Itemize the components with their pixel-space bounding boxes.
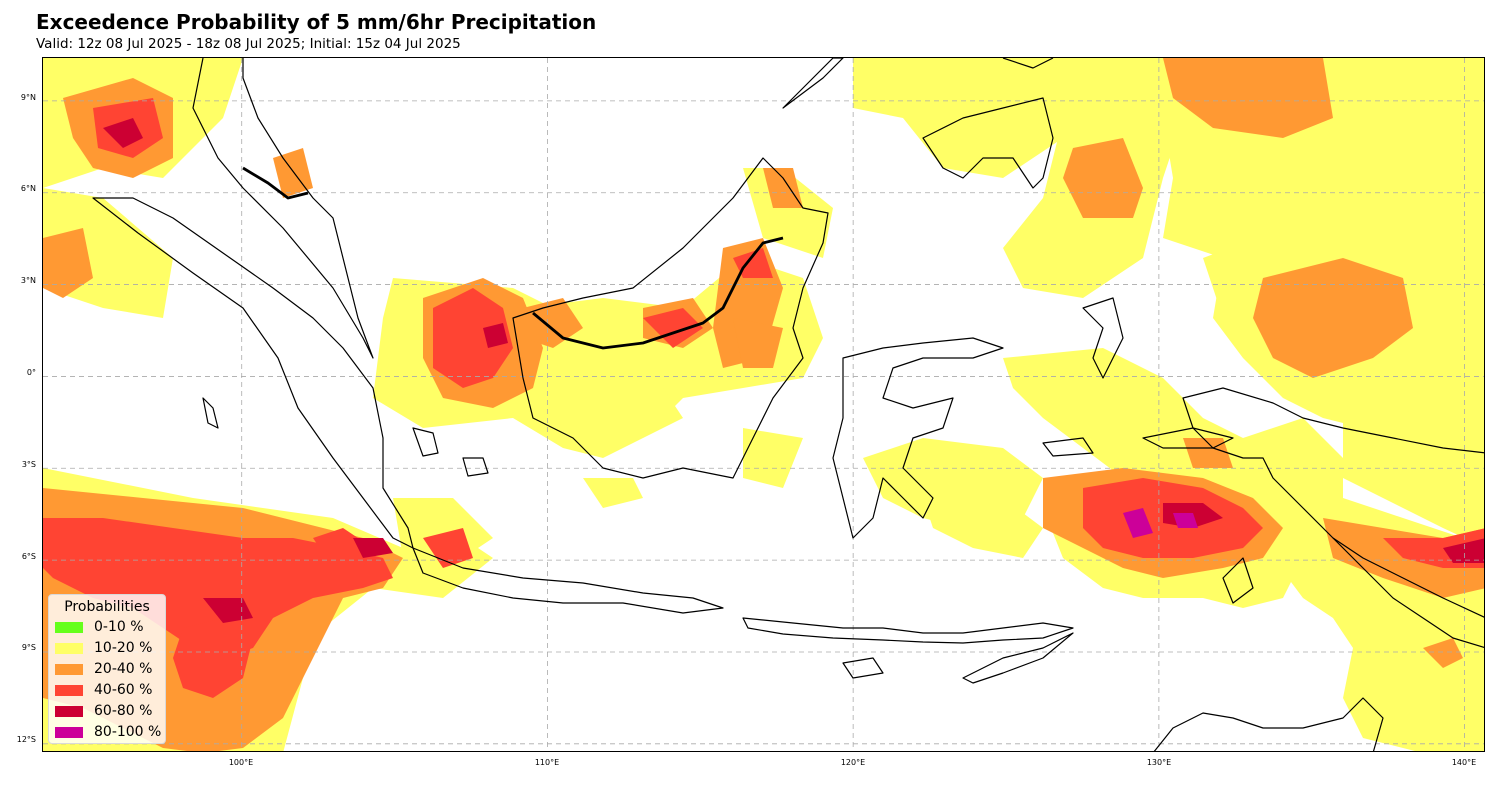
malaysia-indonesia-border-borneo [532, 236, 784, 350]
tanimbar-coast [1222, 557, 1254, 604]
map-subtitle: Valid: 12z 08 Jul 2025 - 18z 08 Jul 2025… [36, 36, 461, 52]
legend-swatch [55, 664, 83, 675]
malaysia-thailand-border [242, 166, 309, 200]
seram-coast [1142, 427, 1234, 449]
legend-swatch [55, 685, 83, 696]
belitung-coast [462, 457, 489, 477]
legend-label: 10-20 % [94, 640, 153, 656]
borneo-coast [512, 157, 829, 479]
precipitation-map [43, 58, 1484, 751]
buru-coast [1042, 437, 1094, 457]
sulawesi-coast [832, 337, 1004, 539]
south-new-guinea-coast [1332, 537, 1484, 649]
legend-label: 60-80 % [94, 703, 153, 719]
new-guinea-coast [1182, 387, 1484, 618]
visayas-coast [1002, 58, 1054, 69]
legend-swatch [55, 643, 83, 654]
legend: Probabilities 0-10 % 10-20 % 20-40 % 40-… [48, 594, 166, 744]
lesser-sunda-coast [742, 617, 1074, 644]
malay-peninsula-coast [192, 58, 374, 359]
map-title: Exceedence Probability of 5 mm/6hr Preci… [36, 10, 597, 34]
sumba-coast [842, 657, 884, 679]
halmahera-coast [1082, 297, 1124, 379]
legend-label: 40-60 % [94, 682, 153, 698]
lat-label: 9°S [21, 643, 36, 652]
lat-label: 3°N [20, 276, 36, 285]
lon-label: 130°E [1146, 758, 1172, 767]
mindanao-coast [922, 97, 1054, 189]
lat-label: 3°S [21, 460, 36, 469]
australia-north-coast [1153, 697, 1384, 751]
map-panel [42, 57, 1485, 752]
legend-swatch [55, 727, 83, 738]
legend-title: Probabilities [64, 599, 150, 615]
lon-label: 120°E [840, 758, 866, 767]
philippines-coast [782, 58, 844, 109]
legend-swatch [55, 622, 83, 633]
sumatra-coast [92, 197, 414, 549]
lat-label: 12°S [16, 735, 36, 744]
java-coast [412, 547, 724, 614]
bangka-coast [412, 427, 439, 457]
borneo-border [242, 166, 784, 350]
lat-label: 9°N [20, 93, 36, 102]
lat-label: 0° [26, 368, 36, 377]
mentawai-coast [202, 397, 219, 429]
legend-label: 80-100 % [94, 724, 162, 740]
prob-60-80-areas [103, 118, 1484, 623]
lon-label: 140°E [1451, 758, 1477, 767]
lat-label: 6°N [20, 184, 36, 193]
lon-label: 100°E [228, 758, 254, 767]
map-gridlines [43, 58, 1484, 751]
legend-label: 0-10 % [94, 619, 144, 635]
lat-label: 6°S [21, 552, 36, 561]
legend-label: 20-40 % [94, 661, 153, 677]
timor-coast [962, 632, 1074, 684]
prob-40-60-areas [43, 98, 1484, 698]
lon-label: 110°E [534, 758, 560, 767]
legend-swatch [55, 706, 83, 717]
prob-80-100-areas [1123, 508, 1198, 538]
precipitation-probability-layer [43, 58, 1484, 751]
coastlines [92, 58, 1484, 751]
